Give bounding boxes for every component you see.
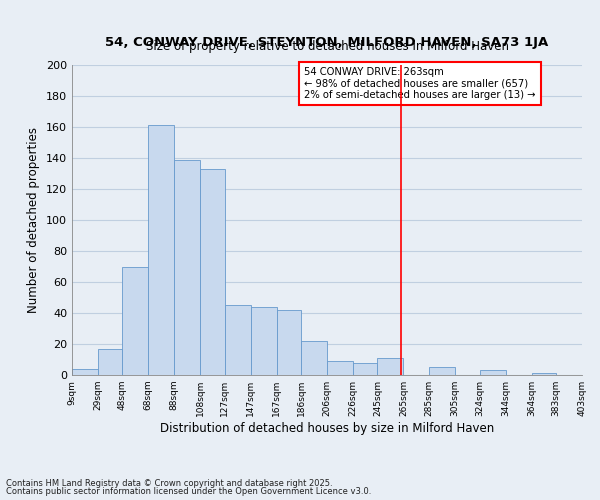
Text: Size of property relative to detached houses in Milford Haven: Size of property relative to detached ho… <box>146 40 509 52</box>
Bar <box>148 126 174 375</box>
Bar <box>98 348 122 375</box>
X-axis label: Distribution of detached houses by size in Milford Haven: Distribution of detached houses by size … <box>160 422 494 435</box>
Bar <box>225 305 251 375</box>
Title: 54, CONWAY DRIVE, STEYNTON, MILFORD HAVEN, SA73 1JA: 54, CONWAY DRIVE, STEYNTON, MILFORD HAVE… <box>106 36 548 49</box>
Bar <box>429 367 455 375</box>
Bar <box>72 369 98 375</box>
Text: Contains HM Land Registry data © Crown copyright and database right 2025.: Contains HM Land Registry data © Crown c… <box>6 478 332 488</box>
Bar <box>200 169 225 375</box>
Bar <box>301 341 327 375</box>
Text: 54 CONWAY DRIVE: 263sqm
← 98% of detached houses are smaller (657)
2% of semi-de: 54 CONWAY DRIVE: 263sqm ← 98% of detache… <box>304 66 536 100</box>
Bar <box>353 362 377 375</box>
Bar <box>327 361 353 375</box>
Y-axis label: Number of detached properties: Number of detached properties <box>28 127 40 313</box>
Bar <box>277 310 301 375</box>
Bar <box>251 307 277 375</box>
Bar <box>480 370 506 375</box>
Text: Contains public sector information licensed under the Open Government Licence v3: Contains public sector information licen… <box>6 487 371 496</box>
Bar <box>532 374 556 375</box>
Bar <box>174 160 200 375</box>
Bar <box>377 358 403 375</box>
Bar <box>122 266 148 375</box>
